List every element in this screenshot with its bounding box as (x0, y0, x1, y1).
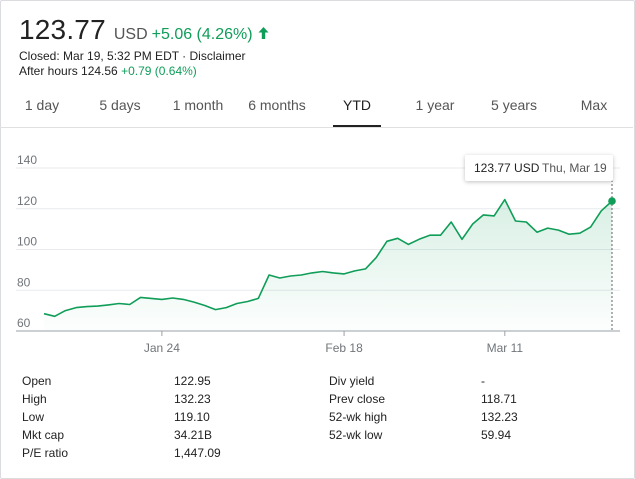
stat-open: Open 122.95 (22, 372, 282, 390)
stat-mkt-cap: Mkt cap 34.21B (22, 426, 282, 444)
stat-value: 118.71 (481, 392, 517, 406)
price-chart[interactable]: 60 80 100 120 140 Jan 24 Feb 18 Mar 11 (0, 128, 633, 358)
current-price: 123.77 (19, 14, 106, 45)
stat-label: Prev close (329, 392, 386, 406)
stat-value: 122.95 (174, 374, 211, 388)
stat-value: 59.94 (481, 428, 512, 442)
price-tooltip: 123.77 USD Thu, Mar 19 (465, 155, 613, 181)
range-tabs: 1 day 5 days 1 month 6 months YTD 1 year… (0, 85, 633, 128)
stat-div-yield: Div yield - (329, 372, 589, 390)
stat-52wk-low: 52-wk low 59.94 (329, 426, 589, 444)
stat-label: Mkt cap (22, 428, 65, 442)
last-price-point (608, 197, 616, 205)
x-tick-label: Feb 18 (325, 341, 363, 355)
after-hours-price: After hours 124.56 (19, 64, 118, 78)
stat-label: 52-wk high (329, 410, 388, 424)
tab-ytd[interactable]: YTD (333, 85, 381, 128)
tab-1-month[interactable]: 1 month (172, 97, 224, 113)
stat-value: - (481, 374, 485, 388)
closed-info: Closed: Mar 19, 5:32 PM EDT · Disclaimer (19, 49, 246, 63)
y-tick-label: 80 (17, 275, 31, 289)
tab-1-day[interactable]: 1 day (24, 97, 60, 113)
x-tick-label: Mar 11 (487, 341, 524, 355)
tab-6-months[interactable]: 6 months (248, 97, 306, 113)
tab-1-year[interactable]: 1 year (415, 97, 455, 113)
after-hours-info: After hours 124.56 +0.79 (0.64%) (19, 64, 197, 78)
y-tick-label: 100 (17, 235, 37, 249)
stat-high: High 132.23 (22, 390, 282, 408)
stat-prev-close: Prev close 118.71 (329, 390, 589, 408)
price-line (43, 198, 613, 318)
stat-52wk-high: 52-wk high 132.23 (329, 408, 589, 426)
stat-label: P/E ratio (22, 446, 69, 460)
stat-label: Div yield (329, 374, 375, 388)
stat-value: 119.10 (174, 410, 210, 424)
stat-label: High (22, 392, 47, 406)
price-header: 123.77 USD +5.06 (4.26%) (19, 14, 270, 46)
price-area (44, 199, 612, 331)
arrow-up-icon (258, 27, 269, 39)
currency-label: USD (113, 26, 148, 43)
stat-value: 34.21B (174, 428, 213, 442)
stat-label: Low (22, 410, 45, 424)
stat-value: 1,447.09 (174, 446, 221, 460)
stat-label: 52-wk low (329, 428, 383, 442)
stat-pe-ratio: P/E ratio 1,447.09 (22, 444, 282, 462)
stat-low: Low 119.10 (22, 408, 282, 426)
stat-value: 132.23 (174, 392, 211, 406)
tooltip-date: Thu, Mar 19 (542, 161, 607, 175)
price-change: +5.06 (4.26%) (151, 26, 253, 43)
tooltip-value: 123.77 USD (474, 161, 540, 175)
tab-max[interactable]: Max (580, 97, 608, 113)
stat-label: Open (22, 374, 52, 388)
y-tick-label: 60 (17, 316, 31, 330)
after-hours-change: +0.79 (0.64%) (121, 64, 197, 78)
tab-5-days[interactable]: 5 days (99, 97, 141, 113)
tabs-divider (0, 127, 633, 128)
stat-value: 132.23 (481, 410, 518, 424)
tab-5-years[interactable]: 5 years (491, 97, 537, 113)
x-tick-label: Jan 24 (144, 341, 180, 355)
y-tick-label: 120 (17, 194, 37, 208)
y-tick-label: 140 (17, 153, 37, 167)
